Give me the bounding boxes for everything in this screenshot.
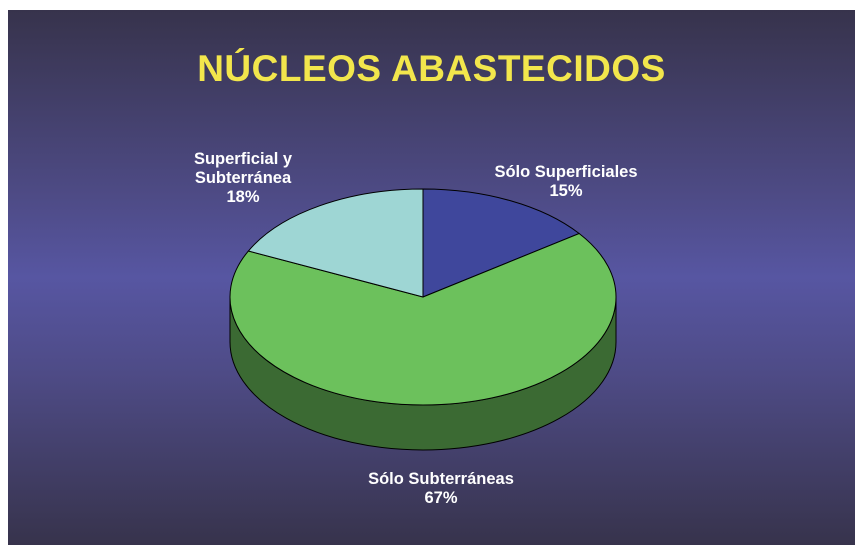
slice	[247, 188, 424, 298]
chart-title: NÚCLEOS ABASTECIDOS	[197, 48, 666, 89]
slice	[422, 188, 581, 298]
slice-label: Sólo Subterráneas 67%	[366, 470, 516, 508]
slice-value: 67%	[424, 489, 458, 507]
slice-label: Sólo Superficiales 15%	[491, 163, 641, 201]
slice-value: 15%	[549, 182, 583, 200]
slide: NÚCLEOS ABASTECIDOS Sólo Superficiales 15…	[8, 10, 855, 545]
slice-name: Sólo Superficiales	[494, 163, 638, 181]
slice	[229, 232, 617, 406]
pie-chart	[229, 188, 617, 451]
slice-label: Superficial y Subterránea 18%	[178, 150, 308, 207]
slice-name: Sólo Subterráneas	[368, 470, 514, 488]
slice-name: Superficial y Subterránea	[193, 150, 293, 187]
slice-value: 18%	[226, 188, 260, 206]
